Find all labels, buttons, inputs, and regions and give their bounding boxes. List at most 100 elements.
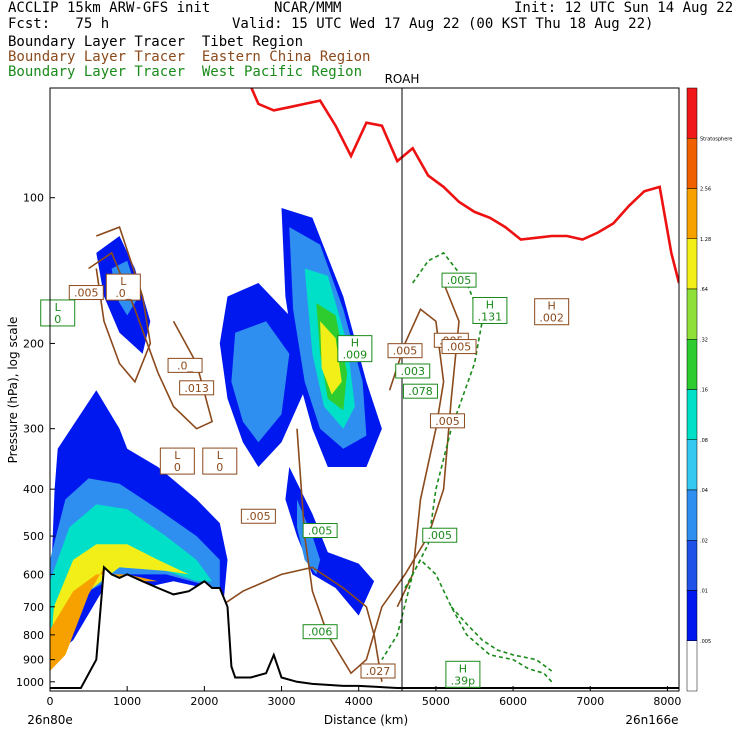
y-tick-label: 600 [23,568,44,581]
contour-label-text: H [486,299,494,312]
plot-frame [49,87,680,692]
contour-label-text: .39p [451,674,475,687]
x-axis-title: Distance (km) [324,713,408,727]
colorbar-tick-label: 1.28 [700,237,711,243]
contour-label-text: .078 [408,385,433,398]
contour-label: .003 [395,363,431,379]
colorbar-tick-label: .16 [700,388,708,394]
colorbar: .005 .01 .02 .04 .08 .16 .32 .64 1.28 2.56 Stratos… [686,87,732,692]
contour-label-text: L [217,449,224,462]
colorbar-swatch [686,489,698,541]
y-tick-label: 700 [23,601,44,614]
colorbar-swatch [686,87,698,139]
x-tick-label: 3000 [268,695,296,708]
contour-label-text: H [351,337,359,350]
tracer-shade [50,567,158,671]
contour-label-text: .005 [74,287,99,300]
contour-label-text: .005 [246,510,271,523]
contour-label: L0 [40,299,76,327]
colorbar-swatch [686,288,698,340]
tracer-contour [381,251,484,661]
header-title: ACCLIP 15km ARW-GFS init [8,0,211,16]
y-axis-title: Pressure (hPa), log scale [6,317,20,464]
contour-label: .013 [179,380,215,396]
header-valid-time: Valid: 15 UTC Wed 17 Aug 22 (00 KST Thu … [232,16,654,32]
y-tick-label: 300 [23,423,44,436]
colorbar-tick-label: .04 [700,488,708,494]
y-tick-label: 800 [23,629,44,642]
x-tick-label: 0 [47,695,54,708]
contour-label: H.002 [534,298,570,326]
tracer-contour [296,282,460,675]
tracer-shade [320,321,342,395]
colorbar-tick-label: .64 [700,287,708,293]
colorbar-tick-label: .32 [700,337,708,343]
tracer-contour [388,308,445,608]
contour-label: H.009 [337,335,373,363]
colorbar-swatch [686,590,698,641]
contour-label-text: L [55,301,62,314]
contour-label-text: .131 [478,311,503,324]
legend-eastern-china: Boundary Layer Tracer Eastern China Regi… [8,49,371,65]
header-init: Init: 12 UTC Sun 14 Aug 22 [514,0,734,16]
colorbar-swatch [686,389,698,440]
tropopause-line [250,88,679,284]
contour-label-text: .006 [308,626,333,639]
contour-label: L0 [159,447,195,475]
colorbar-swatch [686,540,698,591]
contour-label: .005 [441,339,477,355]
tracer-shade [285,467,375,616]
colorbar-tick-label: .02 [700,538,708,544]
contour-label-text: .002 [539,312,564,325]
contour-label-text: .027 [366,665,391,678]
colorbar-tick-label: .005 [700,639,711,645]
contour-label-text: .005 [427,529,452,542]
left-endpoint-label: 26n80e [27,713,73,727]
colorbar-swatch [686,188,698,239]
contour-label: .078 [402,383,438,399]
contour-label-text: H [548,300,556,313]
tracer-contour [219,566,383,682]
y-tick-label: 100 [23,192,44,205]
contour-label: L0 [202,447,238,475]
tracer-shade [50,504,213,660]
contour-label-text: 0 [216,461,223,474]
colorbar-tick-label: .01 [700,589,708,595]
tracer-shade [50,544,189,660]
contour-label-text: .0_ [115,287,131,300]
station-label: ROAH [385,72,420,86]
contour-label: .005 [387,343,423,359]
contour-label-text: 0 [54,313,61,326]
legend-tibet: Boundary Layer Tracer Tibet Region [8,34,304,50]
contour-label: L.0_ [105,273,141,301]
contour-label-text: .005 [435,415,460,428]
colorbar-tick-label: .08 [700,438,708,444]
x-tick-label: 8000 [653,695,681,708]
y-tick-label: 400 [23,483,44,496]
y-tick-label: 200 [23,337,44,350]
colorbar-swatch [686,138,698,189]
x-axis-ticks: 0 1000 2000 3000 4000 5000 6000 7000 8000 [47,686,681,708]
contour-label-text: .013 [184,382,209,395]
contour-label-text: .009 [343,349,368,362]
y-tick-label: 1000 [16,676,44,689]
contour-label-text: .005 [447,341,472,354]
colorbar-tick-label: Stratosphere [700,136,732,142]
right-endpoint-label: 26n166e [625,713,678,727]
contour-label: .005 [429,413,465,429]
contour-label: .005 [422,527,458,543]
contour-label-text: .005 [308,525,333,538]
contour-label-text: L [120,275,127,288]
y-axis-ticks: 100 200 300 400 500 600 700 800 900 1000 [16,192,55,689]
contour-label-text: H [459,662,467,675]
contour-label-text: .005 [393,345,418,358]
tropopause-curve [250,88,679,284]
contour-label: .005 [68,285,104,301]
header-forecast-hour: Fcst: 75 h [8,16,110,32]
tracer-contour [450,606,553,672]
terrain-outline [50,565,679,691]
contour-label-text: .003 [400,365,425,378]
y-tick-label: 500 [23,530,44,543]
colorbar-swatch [686,238,698,290]
colorbar-swatch [686,339,698,390]
